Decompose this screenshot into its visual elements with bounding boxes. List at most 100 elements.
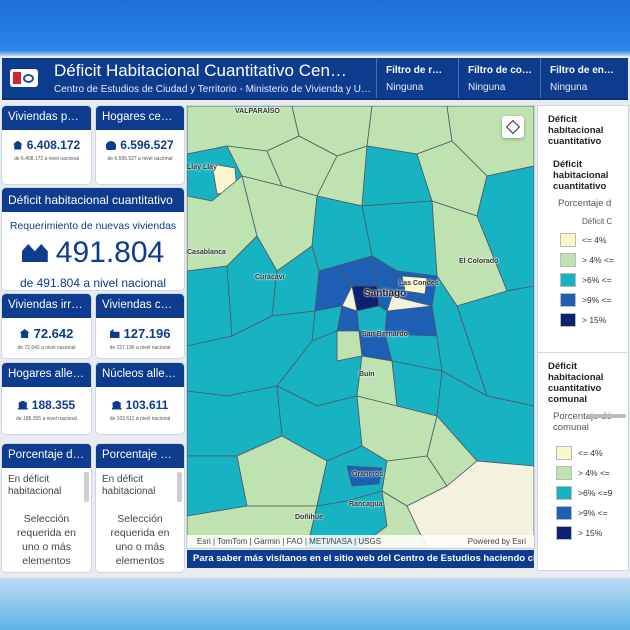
layer-list-button[interactable] (502, 116, 524, 138)
place-label-santiago: Santiago (364, 288, 407, 299)
legend-item-label: >9% <= (582, 295, 612, 305)
filter-entidad-label: Filtro de en… (550, 65, 614, 76)
filter-region-value: Ninguna (386, 82, 424, 93)
card-title: Viviendas irr… (2, 294, 91, 318)
choropleth-map[interactable]: VALPARAÍSO Llay Llay El Colorado Casabla… (187, 106, 534, 548)
place-label-las-condes: Las Condes (399, 280, 439, 287)
building-icon (109, 329, 120, 338)
card-viviendas-compartidas: Viviendas co… 127.196 de 127.196 a nivel… (96, 294, 184, 358)
legend-swatch (556, 446, 572, 460)
legend-item: <= 4% (538, 443, 628, 463)
map-attribution: Esri | TomTom | Garmin | FAO | METI/NASA… (187, 535, 534, 548)
card-porcentaje-deficit-left: Porcentaje d… En déficit habitacional Se… (2, 444, 91, 572)
card-subtext: de 103.611 a nivel nacional (109, 416, 171, 422)
legend-swatch (556, 466, 572, 480)
info-banner[interactable]: Para saber más visítanos en el sitio web… (187, 550, 534, 568)
legend-item-label: > 15% (578, 528, 603, 538)
neighborhood-icon (21, 244, 48, 262)
legend-divider (538, 352, 628, 353)
legend-item-label: > 4% <= (578, 468, 610, 478)
place-label-rancagua: Rancagua (349, 501, 383, 508)
place-label-casablanca: Casablanca (187, 249, 226, 256)
filter-comuna[interactable]: Filtro de co… Ninguna (458, 58, 540, 98)
map-canvas[interactable] (187, 106, 534, 548)
bank-icon (111, 400, 122, 410)
legend-item-label: > 15% (582, 315, 607, 325)
filter-comuna-value: Ninguna (468, 82, 506, 93)
card-value: 491.804 (55, 236, 165, 269)
legend-item: >9% <= (538, 290, 628, 310)
legend-item-label: >9% <= (578, 508, 608, 518)
card-title: Hogares alle… (2, 363, 91, 387)
card-subtext: de 127.196 a nivel nacional (109, 345, 171, 351)
card-title: Hogares cen… (96, 106, 184, 130)
place-label-el-colorado: El Colorado (459, 258, 499, 265)
card-label: En déficit habitacional (102, 474, 156, 497)
legend-item: <= 4% (538, 230, 628, 250)
layers-icon (505, 119, 521, 135)
legend-item: >6% <=9 (538, 483, 628, 503)
legend-item: > 4% <= (538, 463, 628, 483)
card-subtext: de 6.596.527 a nivel nacional (107, 156, 173, 162)
filter-comuna-label: Filtro de co… (468, 65, 532, 76)
card-value: 72.642 (33, 326, 74, 341)
card-value: 188.355 (31, 398, 76, 412)
legend-group1-desc: Porcentaje d (558, 198, 612, 209)
legend-group2-title: Déficit habitacional cuantitativo comuna… (548, 361, 604, 405)
card-hogares-censados: Hogares cen… 6.596.527 de 6.596.527 a ni… (96, 106, 184, 184)
legend-item: >6% <= (538, 270, 628, 290)
card-scrollbar[interactable] (177, 472, 182, 502)
card-value: 6.596.527 (120, 138, 174, 152)
selection-required-message: Selección requerida en uno o más element… (17, 513, 76, 567)
card-title: Déficit habitacional cuantitativo (2, 188, 184, 212)
card-label: En déficit habitacional (8, 474, 62, 497)
filter-region[interactable]: Filtro de r… Ninguna (376, 58, 458, 98)
legend-swatch (556, 506, 572, 520)
legend-panel: Déficit habitacional cuantitativo Défici… (538, 106, 628, 570)
legend-item: > 4% <= (538, 250, 628, 270)
house-icon (19, 329, 30, 338)
legend-group1-title: Déficit habitacional cuantitativo (553, 159, 609, 192)
legend-swatch (556, 486, 572, 500)
card-value: 103.611 (125, 398, 169, 412)
filter-entidad[interactable]: Filtro de en… Ninguna (540, 58, 628, 98)
legend-item-label: >6% <= (582, 275, 612, 285)
card-title: Viviendas par… (2, 106, 91, 130)
selection-required-message: Selección requerida en uno o más element… (110, 513, 170, 567)
card-porcentaje-deficit-right: Porcentaje d… En déficit habitacional Se… (96, 444, 184, 572)
legend-item: > 15% (538, 310, 628, 330)
legend-item-label: <= 4% (582, 235, 607, 245)
card-viviendas-irrecuperables: Viviendas irr… 72.642 de 72.642 a nivel … (2, 294, 91, 358)
card-nucleos-allegados: Núcleos alle… 103.611 de 103.611 a nivel… (96, 363, 184, 434)
people-icon (106, 140, 117, 150)
legend-swatch (560, 273, 576, 287)
card-subtext: de 491.804 a nivel nacional (19, 276, 167, 290)
powered-by-esri[interactable]: Powered by Esri (467, 537, 526, 546)
card-subtext: de 6.408.172 a nivel nacional (13, 156, 80, 162)
card-value: 127.196 (123, 326, 171, 341)
place-label-llay-llay: Llay Llay (187, 164, 217, 171)
legend-horizontal-scrollbar[interactable] (586, 414, 626, 418)
legend-swatch (560, 313, 576, 327)
card-title: Porcentaje d… (2, 444, 91, 468)
place-label-donihue: Doñihue (295, 514, 323, 521)
place-label-buin: Buin (359, 371, 375, 378)
card-subtext: de 72.642 a nivel nacional (17, 345, 76, 351)
card-scrollbar[interactable] (84, 472, 89, 502)
card-title: Viviendas co… (96, 294, 184, 318)
bank-icon (17, 400, 28, 410)
card-title: Núcleos alle… (96, 363, 184, 387)
legend-swatch (560, 253, 576, 267)
ministry-logo (2, 58, 46, 98)
card-value: 6.408.172 (26, 138, 81, 152)
place-label-san-bernardo: San Bernardo (362, 331, 408, 338)
filter-entidad-value: Ninguna (550, 82, 588, 93)
card-hogares-allegados: Hogares alle… 188.355 de 188.355 a nivel… (2, 363, 91, 434)
legend-item: > 15% (538, 523, 628, 543)
legend-swatch (560, 233, 576, 247)
attribution-text: Esri | TomTom | Garmin | FAO | METI/NASA… (197, 537, 382, 546)
legend-swatch (556, 526, 572, 540)
card-subtext: de 188.355 a nivel nacional (16, 416, 77, 422)
legend-item-label: <= 4% (578, 448, 603, 458)
card-title: Porcentaje d… (96, 444, 184, 468)
